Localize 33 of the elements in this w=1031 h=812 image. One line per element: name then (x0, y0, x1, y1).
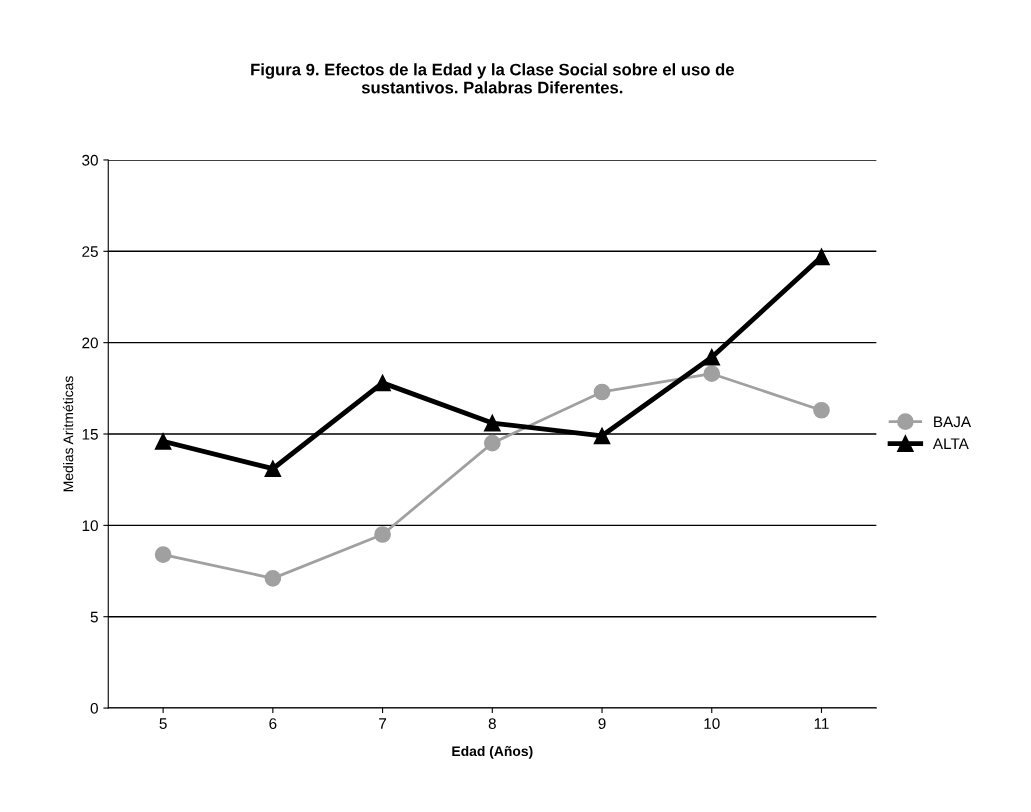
x-tick-label: 7 (379, 718, 387, 729)
point (593, 383, 611, 401)
x-tick-label: 11 (814, 718, 829, 729)
point (483, 414, 501, 432)
x-axis-title: Edad (Años) (452, 745, 533, 759)
point (593, 427, 611, 445)
legend-label: ALTA (932, 438, 969, 449)
legend-label: BAJA (934, 416, 972, 428)
y-tick-label: 5 (90, 611, 98, 623)
point (483, 434, 501, 452)
x-tick-label: 9 (598, 718, 606, 730)
y-tick-label: 15 (82, 429, 98, 440)
y-tick-label: 20 (82, 337, 98, 349)
y-tick-label: 10 (82, 520, 98, 532)
point (264, 460, 282, 478)
point (703, 365, 721, 383)
x-tick-label: 8 (488, 718, 496, 730)
x-tick-label: 6 (269, 718, 277, 730)
y-tick-label: 25 (82, 246, 98, 257)
y-tick-label: 0 (90, 702, 98, 714)
point (374, 526, 391, 543)
point (813, 248, 830, 266)
chart-title: Figura 9. Efectos de la Edad y la Clase Social sobre el uso de sustantivos. Palabras Diferentes. (251, 63, 734, 94)
point (264, 570, 282, 587)
point (374, 374, 391, 392)
x-tick-label: 5 (159, 718, 167, 730)
point (154, 432, 172, 450)
point (154, 546, 172, 563)
point (813, 401, 830, 419)
y-axis-title: Medias Aritméticas (62, 376, 74, 492)
x-tick-label: 10 (704, 718, 720, 730)
point (703, 348, 721, 366)
y-tick-label: 30 (82, 154, 98, 166)
